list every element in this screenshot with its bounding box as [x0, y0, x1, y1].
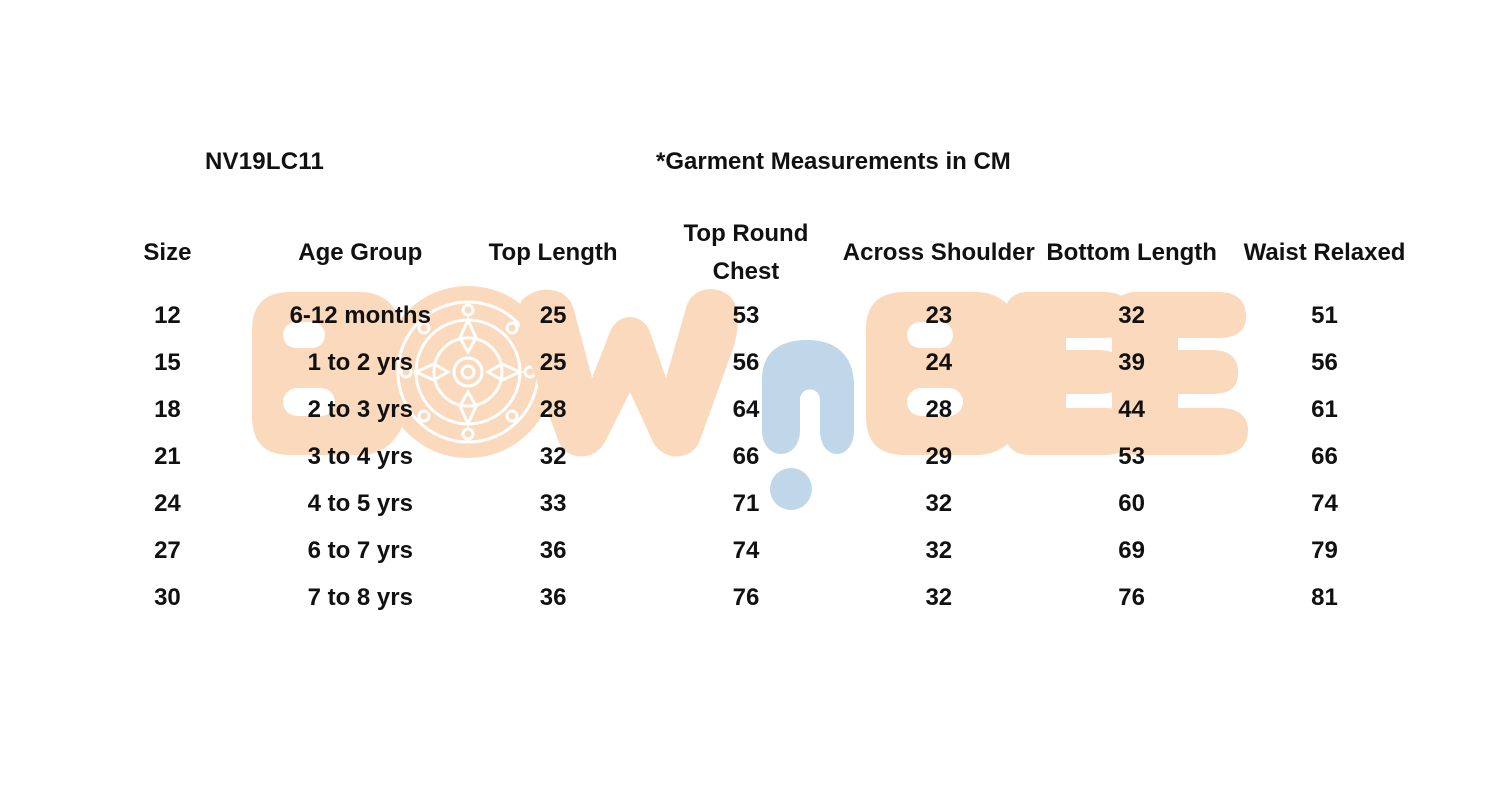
cell-top-round-chest: 74: [732, 537, 760, 564]
cell-size: 15: [154, 349, 181, 376]
cell-top-length: 32: [539, 443, 567, 470]
watermark-letter-n: [762, 340, 854, 454]
cell-age-group: 1 to 2 yrs: [307, 349, 413, 376]
header-bottom-length: Bottom Length: [1046, 239, 1217, 266]
cell-top-round-chest: 64: [732, 396, 760, 423]
table-row: 18 2 to 3 yrs 28 64 28 44 61: [71, 386, 1421, 433]
cell-bottom-length: 39: [1118, 349, 1145, 376]
document-header: NV19LC11 *Garment Measurements in CM: [0, 148, 1500, 182]
cell-bottom-length: 60: [1118, 490, 1145, 517]
watermark-letter-o: [382, 286, 554, 458]
cell-top-round-chest: 71: [732, 490, 760, 517]
watermark-letter-b: [252, 292, 408, 455]
cell-top-length: 25: [539, 302, 567, 329]
cell-top-length: 33: [539, 490, 567, 517]
table-row: 27 6 to 7 yrs 36 74 32 69 79: [71, 527, 1421, 574]
measurement-note: *Garment Measurements in CM: [656, 148, 1011, 175]
cell-top-round-chest: 53: [732, 302, 760, 329]
cell-size: 21: [154, 443, 181, 470]
cell-across-shoulder: 23: [925, 302, 953, 329]
cell-across-shoulder: 28: [925, 396, 953, 423]
header-top-round-chest: Top Round Chest: [683, 220, 809, 285]
cell-bottom-length: 53: [1118, 443, 1145, 470]
watermark-letter-w: [518, 289, 738, 457]
cell-waist-relaxed: 81: [1311, 584, 1338, 611]
table-row: 12 6-12 months 25 53 23 32 51: [71, 292, 1421, 339]
cell-across-shoulder: 32: [925, 584, 953, 611]
cell-age-group: 2 to 3 yrs: [307, 396, 413, 423]
cell-size: 12: [154, 302, 181, 329]
watermark-letters: [252, 286, 1248, 510]
cell-across-shoulder: 29: [925, 443, 953, 470]
cell-waist-relaxed: 66: [1311, 443, 1338, 470]
cell-waist-relaxed: 61: [1311, 396, 1338, 423]
header-age-group: Age Group: [298, 239, 423, 266]
watermark-letter-e2: [1112, 292, 1248, 455]
cell-top-round-chest: 56: [732, 349, 760, 376]
cell-waist-relaxed: 51: [1311, 302, 1338, 329]
table-row: 15 1 to 2 yrs 25 56 24 39 56: [71, 339, 1421, 386]
cell-waist-relaxed: 79: [1311, 537, 1338, 564]
cell-top-length: 25: [539, 349, 567, 376]
table-header-row: Size Age Group Top Length Top Round Ches…: [71, 214, 1421, 292]
cell-size: 24: [154, 490, 181, 517]
cell-top-round-chest: 76: [732, 584, 760, 611]
style-code: NV19LC11: [205, 148, 324, 175]
header-waist-relaxed: Waist Relaxed: [1243, 239, 1406, 266]
cell-across-shoulder: 32: [925, 537, 953, 564]
cell-age-group: 7 to 8 yrs: [307, 584, 413, 611]
cell-size: 27: [154, 537, 181, 564]
cell-waist-relaxed: 74: [1311, 490, 1338, 517]
cell-bottom-length: 76: [1118, 584, 1145, 611]
watermark-letter-e1: [1004, 292, 1134, 455]
cell-top-length: 36: [539, 537, 567, 564]
table-row: 24 4 to 5 yrs 33 71 32 60 74: [71, 480, 1421, 527]
header-top-length: Top Length: [488, 239, 618, 266]
cell-age-group: 6-12 months: [289, 302, 431, 329]
cell-age-group: 6 to 7 yrs: [307, 537, 413, 564]
header-size: Size: [143, 239, 192, 266]
cell-top-length: 36: [539, 584, 567, 611]
cell-bottom-length: 69: [1118, 537, 1145, 564]
cell-size: 30: [154, 584, 181, 611]
cell-top-round-chest: 66: [732, 443, 760, 470]
watermark-letter-b2: [866, 292, 1027, 455]
table-row: 21 3 to 4 yrs 32 66 29 53 66: [71, 433, 1421, 480]
cell-across-shoulder: 32: [925, 490, 953, 517]
cell-waist-relaxed: 56: [1311, 349, 1338, 376]
mandala-pattern: [396, 300, 540, 444]
cell-age-group: 3 to 4 yrs: [307, 443, 413, 470]
cell-top-length: 28: [539, 396, 567, 423]
cell-bottom-length: 44: [1118, 396, 1145, 423]
cell-age-group: 4 to 5 yrs: [307, 490, 413, 517]
cell-size: 18: [154, 396, 181, 423]
header-across-shoulder: Across Shoulder: [842, 239, 1035, 266]
cell-bottom-length: 32: [1118, 302, 1145, 329]
watermark-dot: [770, 468, 812, 510]
cell-across-shoulder: 24: [925, 349, 953, 376]
table-row: 30 7 to 8 yrs 36 76 32 76 81: [71, 574, 1421, 621]
size-chart-table: Size Age Group Top Length Top Round Ches…: [71, 214, 1421, 621]
